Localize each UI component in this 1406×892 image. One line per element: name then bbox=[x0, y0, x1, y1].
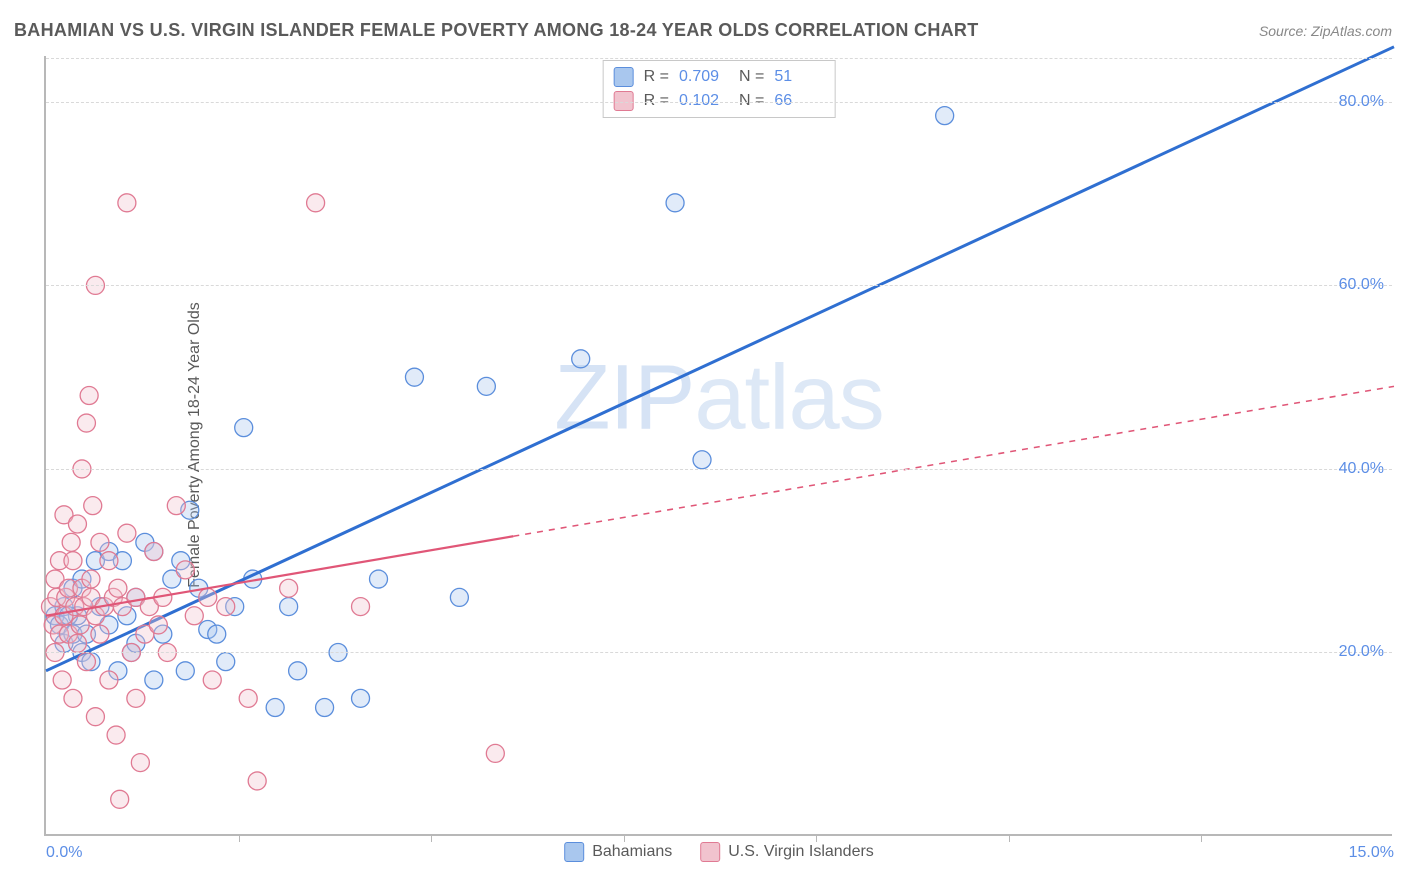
data-point bbox=[266, 699, 284, 717]
bottom-legend: Bahamians U.S. Virgin Islanders bbox=[564, 842, 874, 862]
gridline bbox=[46, 652, 1392, 653]
x-minor-tick bbox=[624, 834, 625, 842]
data-point bbox=[185, 607, 203, 625]
data-point bbox=[84, 497, 102, 515]
legend-swatch bbox=[614, 67, 634, 87]
data-point bbox=[100, 552, 118, 570]
data-point bbox=[280, 579, 298, 597]
x-minor-tick bbox=[431, 834, 432, 842]
data-point bbox=[405, 368, 423, 386]
x-minor-tick bbox=[1009, 834, 1010, 842]
data-point bbox=[280, 598, 298, 616]
stat-r-value: 0.709 bbox=[679, 68, 729, 86]
data-point bbox=[118, 524, 136, 542]
data-point bbox=[572, 350, 590, 368]
stat-r-label: R = bbox=[644, 68, 669, 86]
data-point bbox=[235, 419, 253, 437]
data-point bbox=[64, 552, 82, 570]
data-point bbox=[77, 653, 95, 671]
data-point bbox=[53, 671, 71, 689]
data-point bbox=[68, 634, 86, 652]
data-point bbox=[91, 625, 109, 643]
data-point bbox=[352, 689, 370, 707]
data-point bbox=[64, 689, 82, 707]
data-point bbox=[118, 194, 136, 212]
title-bar: BAHAMIAN VS U.S. VIRGIN ISLANDER FEMALE … bbox=[14, 20, 1392, 41]
data-point bbox=[316, 699, 334, 717]
x-tick-label: 0.0% bbox=[46, 844, 82, 862]
y-tick-label: 80.0% bbox=[1339, 93, 1384, 111]
gridline bbox=[46, 285, 1392, 286]
x-minor-tick bbox=[1201, 834, 1202, 842]
data-point bbox=[450, 588, 468, 606]
chart-title: BAHAMIAN VS U.S. VIRGIN ISLANDER FEMALE … bbox=[14, 20, 979, 41]
x-minor-tick bbox=[239, 834, 240, 842]
plot-area: Female Poverty Among 18-24 Year Olds ZIP… bbox=[44, 56, 1392, 836]
data-point bbox=[100, 671, 118, 689]
data-point bbox=[199, 588, 217, 606]
data-point bbox=[149, 616, 167, 634]
data-point bbox=[82, 570, 100, 588]
data-point bbox=[86, 708, 104, 726]
data-point bbox=[352, 598, 370, 616]
legend-label: Bahamians bbox=[592, 843, 672, 861]
data-point bbox=[217, 653, 235, 671]
data-point bbox=[289, 662, 307, 680]
data-point bbox=[208, 625, 226, 643]
data-point bbox=[111, 790, 129, 808]
data-point bbox=[477, 377, 495, 395]
stat-n-label: N = bbox=[739, 68, 764, 86]
data-point bbox=[145, 671, 163, 689]
data-point bbox=[203, 671, 221, 689]
data-point bbox=[239, 689, 257, 707]
chart-svg bbox=[46, 56, 1392, 834]
legend-item: U.S. Virgin Islanders bbox=[700, 842, 874, 862]
data-point bbox=[370, 570, 388, 588]
data-point bbox=[167, 497, 185, 515]
stats-box: R =0.709N =51R =0.102N =66 bbox=[603, 60, 836, 118]
stat-n-value: 51 bbox=[774, 68, 824, 86]
legend-swatch bbox=[564, 842, 584, 862]
data-point bbox=[666, 194, 684, 212]
legend-label: U.S. Virgin Islanders bbox=[728, 843, 874, 861]
data-point bbox=[307, 194, 325, 212]
x-tick-label: 15.0% bbox=[1349, 844, 1394, 862]
legend-swatch bbox=[700, 842, 720, 862]
y-tick-label: 20.0% bbox=[1339, 643, 1384, 661]
data-point bbox=[80, 387, 98, 405]
regression-line-dashed bbox=[513, 386, 1394, 536]
data-point bbox=[62, 533, 80, 551]
data-point bbox=[107, 726, 125, 744]
gridline bbox=[46, 58, 1392, 59]
y-tick-label: 40.0% bbox=[1339, 460, 1384, 478]
gridline bbox=[46, 469, 1392, 470]
data-point bbox=[936, 107, 954, 125]
data-point bbox=[176, 662, 194, 680]
regression-line bbox=[46, 47, 1394, 671]
data-point bbox=[77, 414, 95, 432]
data-point bbox=[68, 515, 86, 533]
data-point bbox=[91, 533, 109, 551]
data-point bbox=[217, 598, 235, 616]
x-minor-tick bbox=[816, 834, 817, 842]
data-point bbox=[131, 754, 149, 772]
data-point bbox=[145, 543, 163, 561]
legend-item: Bahamians bbox=[564, 842, 672, 862]
data-point bbox=[109, 579, 127, 597]
source-label: Source: ZipAtlas.com bbox=[1259, 23, 1392, 39]
data-point bbox=[693, 451, 711, 469]
data-point bbox=[486, 744, 504, 762]
data-point bbox=[176, 561, 194, 579]
y-tick-label: 60.0% bbox=[1339, 276, 1384, 294]
data-point bbox=[248, 772, 266, 790]
data-point bbox=[127, 689, 145, 707]
gridline bbox=[46, 102, 1392, 103]
stats-row: R = 0.709 N = 51 bbox=[614, 65, 825, 89]
